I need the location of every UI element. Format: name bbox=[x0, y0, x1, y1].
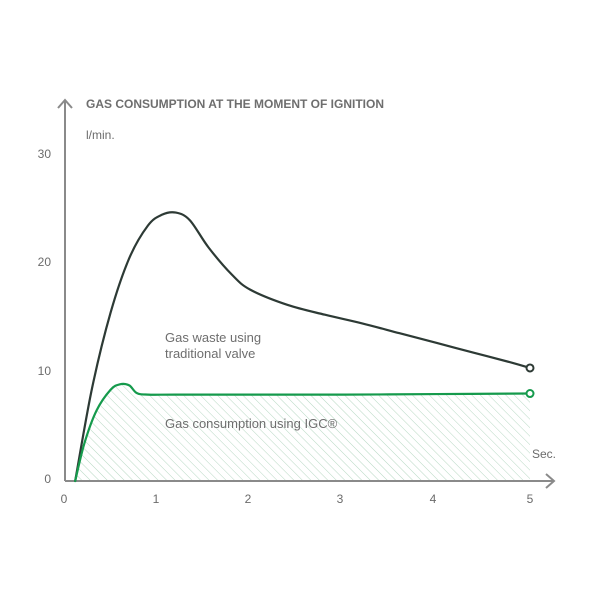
x-tick-label: 0 bbox=[61, 492, 68, 506]
annotation-traditional-valve-line2: traditional valve bbox=[165, 346, 255, 361]
chart-title: GAS CONSUMPTION AT THE MOMENT OF IGNITIO… bbox=[86, 97, 384, 111]
y-tick-label: 30 bbox=[38, 147, 52, 161]
y-axis bbox=[57, 98, 73, 481]
x-axis-arrow-icon bbox=[545, 473, 556, 489]
x-tick-label: 4 bbox=[430, 492, 437, 506]
x-tick-label: 5 bbox=[527, 492, 534, 506]
igc-consumption-area bbox=[75, 383, 531, 481]
series-end-marker-igc bbox=[525, 389, 535, 399]
y-axis-label: l/min. bbox=[86, 128, 115, 142]
series-line-igc bbox=[74, 382, 532, 483]
x-tick-label: 2 bbox=[245, 492, 252, 506]
series-end-marker-traditional-valve bbox=[525, 363, 535, 373]
y-tick-label: 10 bbox=[38, 364, 52, 378]
y-axis-arrow-icon bbox=[57, 98, 73, 109]
y-tick-label: 20 bbox=[38, 255, 52, 269]
annotation-traditional-valve-line1: Gas waste using bbox=[165, 330, 261, 345]
series-line-traditional-valve bbox=[74, 211, 532, 483]
y-tick-label: 0 bbox=[44, 472, 51, 486]
x-tick-label: 1 bbox=[153, 492, 160, 506]
x-tick-label: 3 bbox=[337, 492, 344, 506]
x-axis bbox=[65, 473, 556, 489]
x-axis-label: Sec. bbox=[532, 447, 556, 461]
annotation-igc: Gas consumption using IGC® bbox=[165, 416, 338, 431]
